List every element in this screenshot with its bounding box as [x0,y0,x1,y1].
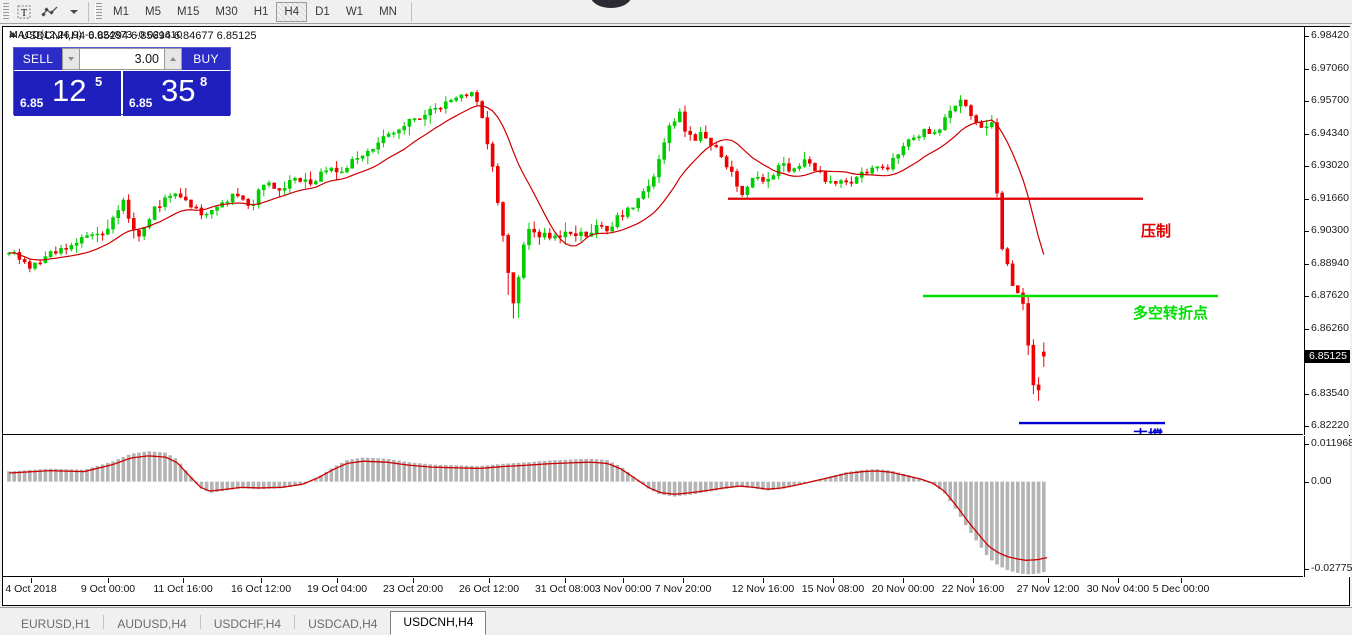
toolbar-grip-1[interactable] [2,2,9,21]
chart-tab-usdcad-h4[interactable]: USDCAD,H4 [308,617,378,631]
candles [7,90,1046,401]
chart-tab-audusd-h4[interactable]: AUDUSD,H4 [117,617,187,631]
indicators-icon[interactable] [36,2,64,22]
volume-input[interactable]: 3.00 [80,48,164,70]
sell-price-prefix: 6.85 [20,96,44,110]
time-tick [261,578,262,583]
time-tick [623,578,624,583]
resistance-annotation: 压制 [1141,222,1172,240]
time-axis-label: 7 Nov 20:00 [654,583,712,595]
macd-signal-line [9,455,1048,561]
time-tick [903,578,904,583]
time-tick [565,578,566,583]
dropdown-caret-icon[interactable] [64,2,84,22]
time-tick [973,578,974,583]
screen-notch-overlay [590,0,632,8]
timeframe-button-mn[interactable]: MN [379,5,397,18]
toolbar-grip-2[interactable] [95,2,102,21]
oct-price-row: 6.85 12 5 6.85 35 8 [14,70,230,116]
chart-tab-usdcnh-h4[interactable]: USDCNH,H4 [390,611,487,635]
time-axis-label: 22 Nov 16:00 [941,583,1005,595]
sell-button[interactable]: SELL [14,48,62,70]
macd-header-label: MACD(12,26,9) -0.024873 -0.021610 [9,29,183,41]
time-tick [489,578,490,583]
timeframe-button-m5[interactable]: M5 [144,5,161,18]
tab-separator [294,615,296,629]
time-axis-label: 30 Nov 04:00 [1086,583,1150,595]
time-axis-label: 5 Dec 00:00 [1152,583,1210,595]
time-tick [31,578,32,583]
candlestick-plot [7,90,1218,425]
sell-price-sup: 5 [95,74,103,89]
buy-price-prefix: 6.85 [129,96,153,110]
time-axis-label: 31 Oct 08:00 [534,583,596,595]
sell-price-button[interactable]: 6.85 12 5 [14,71,121,116]
time-axis-label: 4 Oct 2018 [5,583,57,595]
time-tick [1181,578,1182,583]
chart-ohlc-text: USDCNH,H4 6.85294 6.85694 6.84677 6.8512… [21,30,257,42]
time-axis-label: 9 Oct 00:00 [80,583,136,595]
collapse-triangle-icon[interactable] [9,32,17,37]
time-axis-label: 27 Nov 12:00 [1016,583,1080,595]
buy-price-button[interactable]: 6.85 35 8 [123,71,230,116]
chart-header-label: USDCNH,H4 6.85294 6.85694 6.84677 6.8512… [9,30,256,42]
toolbar-divider-2 [410,1,412,22]
svg-text:T: T [21,8,27,19]
time-axis-label: 12 Nov 16:00 [731,583,795,595]
chart-tab-bar: EURUSD,H1 AUDUSD,H4 USDCHF,H4 USDCAD,H4 USDC… [0,607,1352,635]
macd-indicator-pane[interactable] [3,436,1303,577]
macd-plot [7,451,1048,575]
toolbar-divider [88,1,89,22]
chart-tab-eurusd-h1[interactable]: EURUSD,H1 [21,617,91,631]
time-axis-label: 3 Nov 00:00 [594,583,652,595]
time-axis-label: 26 Oct 12:00 [458,583,520,595]
timeframe-button-h4[interactable]: H4 [276,1,308,22]
time-tick [183,578,184,583]
time-tick [108,578,109,583]
tab-separator [103,615,105,629]
sell-price-big: 12 [52,73,87,108]
time-tick [1118,578,1119,583]
chart-tab-usdchf-h4[interactable]: USDCHF,H4 [213,617,282,631]
volume-increase-button[interactable] [164,48,182,70]
turning-point-annotation: 多空转折点 [1133,304,1209,322]
moving-average-line [8,105,1045,261]
buy-price-sup: 8 [200,74,208,89]
time-tick [413,578,414,583]
timeframe-button-group: M1 M5 M15 M30 H1 H4 D1 W1 MN [105,1,405,22]
timeframe-button-d1[interactable]: D1 [315,5,330,18]
time-axis-label: 16 Oct 12:00 [230,583,292,595]
support-annotation: 支撑 [1133,425,1163,434]
crosshair-text-icon[interactable]: T [12,2,36,22]
time-axis: 4 Oct 2018 9 Oct 00:00 11 Oct 16:00 16 Oct … [3,578,1303,605]
time-tick [337,578,338,583]
current-price-label: 6.85125 [1304,350,1350,364]
volume-decrease-button[interactable] [62,48,80,70]
oct-top-row: SELL 3.00 BUY [14,48,230,70]
timeframe-button-w1[interactable]: W1 [345,5,364,18]
timeframe-button-h1[interactable]: H1 [253,5,269,18]
timeframe-button-m30[interactable]: M30 [215,5,238,18]
time-axis-label: 19 Oct 04:00 [306,583,368,595]
time-tick [1048,578,1049,583]
time-axis-label: 20 Nov 00:00 [871,583,935,595]
price-scale[interactable]: 6.98420 6.97060 6.95700 6.94340 6.93020 6.916… [1304,27,1350,435]
time-tick [683,578,684,583]
timeframe-button-m15[interactable]: M15 [176,5,200,18]
chart-window[interactable]: 压制多空转折点支撑 USDCNH,H4 6.85294 6.85694 6.84… [2,26,1352,606]
time-axis-label: 23 Oct 20:00 [382,583,444,595]
time-tick [833,578,834,583]
buy-button[interactable]: BUY [182,48,230,70]
main-toolbar: T M1 M5 M15 M30 H1 H4 D1 W1 MN [0,0,1352,24]
time-tick [763,578,764,583]
one-click-trading-panel[interactable]: SELL 3.00 BUY 6.85 12 5 6.85 35 8 [13,47,231,116]
timeframe-button-m1[interactable]: M1 [113,5,129,18]
macd-histogram [7,451,1046,575]
tab-separator [199,615,201,629]
buy-price-big: 35 [161,73,196,108]
time-axis-label: 11 Oct 16:00 [153,583,213,595]
time-axis-label: 15 Nov 08:00 [801,583,865,595]
